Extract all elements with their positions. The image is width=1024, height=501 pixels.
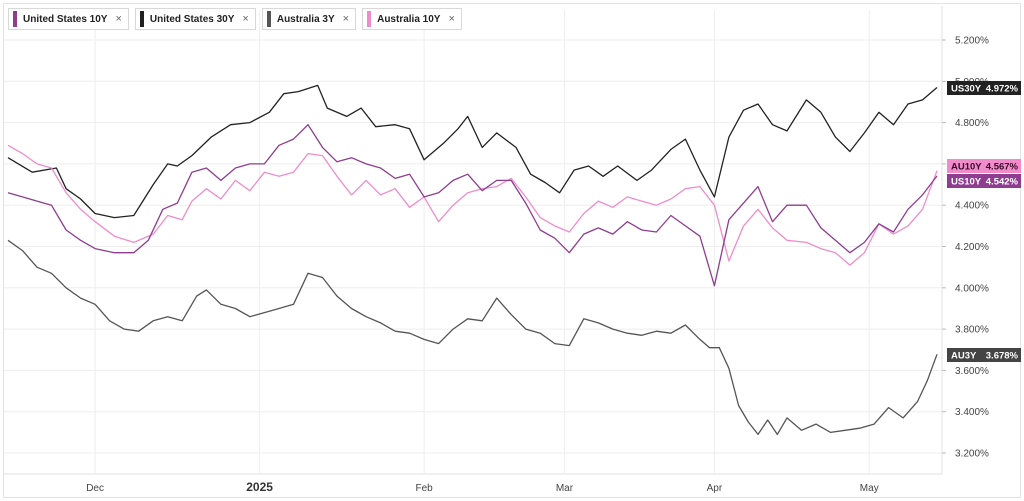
y-tick-label: 4.400%	[955, 201, 989, 212]
y-axis: 5.200%5.000%4.800%4.600%4.400%4.200%4.00…	[942, 36, 989, 460]
legend-label: United States 10Y	[23, 13, 108, 25]
x-tick-label: 2025	[246, 480, 273, 494]
grid	[4, 6, 943, 475]
close-icon[interactable]: ×	[242, 13, 249, 25]
series-line-us10y	[7, 124, 938, 287]
tag-background	[947, 81, 1021, 95]
tag-background	[947, 348, 1021, 362]
tag-background	[947, 159, 1021, 173]
legend: United States 10Y × United States 30Y × …	[8, 8, 462, 30]
close-icon[interactable]: ×	[115, 13, 122, 25]
tag-value: 4.542%	[986, 177, 1019, 188]
tag-value: 4.972%	[986, 84, 1019, 95]
tag-value: 4.567%	[986, 162, 1019, 173]
close-icon[interactable]: ×	[448, 13, 455, 25]
x-tick-label: Feb	[415, 483, 433, 494]
y-tick-label: 3.400%	[955, 407, 989, 418]
legend-label: United States 30Y	[149, 13, 235, 25]
y-tick-label: 4.200%	[955, 242, 989, 253]
y-tick-label: 5.200%	[955, 36, 989, 47]
series-line-us30y	[7, 84, 938, 219]
y-tick-label: 3.600%	[955, 366, 989, 377]
x-tick-label: May	[860, 483, 879, 494]
legend-swatch	[13, 11, 17, 27]
tag-symbol: AU3Y	[951, 351, 977, 362]
chart-frame	[3, 3, 1021, 498]
series-line-au10y	[7, 144, 938, 266]
last-value-tags: US30Y 4.972% AU10Y 4.567% US10Y 4.542% AU3Y 3.6…	[947, 81, 1021, 362]
tag-symbol: US10Y	[951, 177, 982, 188]
y-tick-label: 4.800%	[955, 118, 989, 129]
tag-value: 3.678%	[986, 351, 1019, 362]
legend-chip-au10y[interactable]: Australia 10Y ×	[362, 8, 462, 30]
legend-label: Australia 10Y	[377, 13, 441, 25]
legend-chip-au3y[interactable]: Australia 3Y ×	[261, 8, 357, 30]
last-value-tag-us10y: US10Y 4.542%	[947, 174, 1021, 188]
legend-swatch	[139, 11, 144, 27]
x-tick-label: Mar	[556, 483, 574, 494]
y-tick-label: 4.000%	[955, 283, 989, 294]
x-tick-label: Dec	[86, 483, 104, 494]
tag-background	[947, 174, 1021, 188]
series-line-au3y	[7, 239, 938, 436]
tag-symbol: AU10Y	[951, 162, 982, 173]
legend-swatch	[367, 11, 372, 27]
legend-swatch	[266, 11, 271, 27]
y-tick-label: 3.800%	[955, 325, 989, 336]
y-tick-label: 3.200%	[955, 449, 989, 460]
series-lines	[7, 84, 938, 436]
tag-symbol: US30Y	[951, 84, 982, 95]
legend-label: Australia 3Y	[276, 13, 335, 25]
x-axis: Dec 2025 Feb Mar Apr May	[86, 480, 879, 494]
legend-chip-us10y[interactable]: United States 10Y ×	[8, 8, 129, 30]
last-value-tag-au3y: AU3Y 3.678%	[947, 348, 1021, 362]
x-tick-label: Apr	[707, 483, 723, 494]
legend-chip-us30y[interactable]: United States 30Y ×	[134, 8, 256, 30]
close-icon[interactable]: ×	[342, 13, 350, 25]
last-value-tag-us30y: US30Y 4.972%	[947, 81, 1021, 95]
last-value-tag-au10y: AU10Y 4.567%	[947, 159, 1021, 173]
